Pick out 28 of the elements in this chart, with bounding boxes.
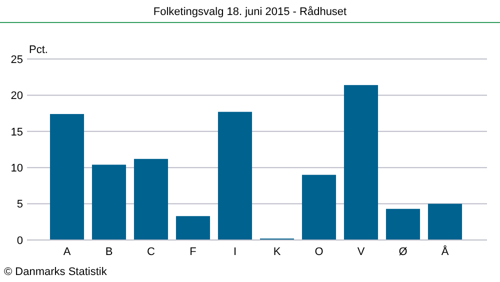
bar <box>218 112 252 240</box>
x-tick-label: A <box>63 246 72 258</box>
x-tick-label: Å <box>441 245 450 258</box>
y-tick-label: 25 <box>10 54 23 66</box>
x-tick-label: Ø <box>398 246 408 258</box>
bar <box>50 114 84 240</box>
x-tick-label: K <box>273 246 282 258</box>
bar <box>92 164 126 240</box>
bar <box>386 208 420 240</box>
x-tick-label: B <box>105 246 113 258</box>
y-tick-label: 0 <box>16 234 23 247</box>
x-tick-label: V <box>357 246 366 258</box>
y-tick-label: 15 <box>10 126 23 138</box>
x-tick-label: I <box>233 246 237 258</box>
bar <box>344 85 378 240</box>
bar <box>428 204 462 240</box>
x-tick-label: C <box>147 246 156 258</box>
x-tick-label: F <box>190 246 197 258</box>
x-tick-label: O <box>314 246 324 258</box>
bar <box>302 174 336 240</box>
y-tick-label: 20 <box>10 90 23 102</box>
y-tick-label: 5 <box>16 198 23 211</box>
y-tick-label: 10 <box>10 162 23 174</box>
bar <box>176 216 210 240</box>
text: © Danmarks Statistik <box>4 266 108 278</box>
chart-title: Folketingsvalg 18. juni 2015 - Rådhuset <box>153 6 347 18</box>
y-axis-title: Pct. <box>29 44 48 56</box>
bar <box>134 158 168 240</box>
